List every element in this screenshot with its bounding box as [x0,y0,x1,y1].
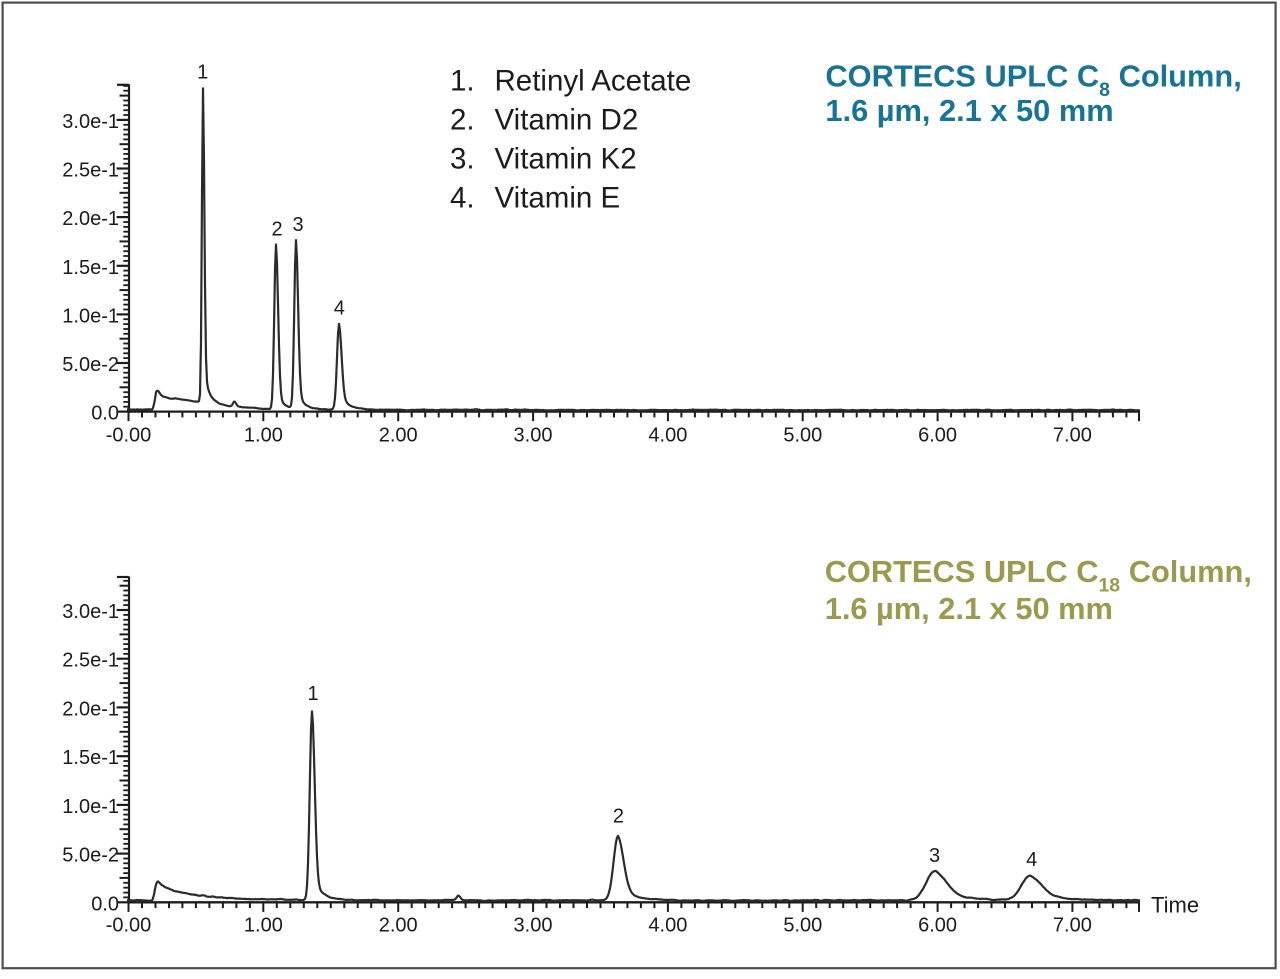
svg-text:-0.00: -0.00 [106,425,152,447]
svg-text:1.5e-1: 1.5e-1 [62,257,119,279]
svg-text:2: 2 [613,805,624,827]
svg-text:3.00: 3.00 [514,425,553,447]
svg-text:5.0e-2: 5.0e-2 [62,845,119,867]
svg-text:1.6 µm, 2.1 x 50 mm: 1.6 µm, 2.1 x 50 mm [825,93,1113,128]
svg-text:Retinyl Acetate: Retinyl Acetate [495,65,692,98]
svg-text:3: 3 [292,214,303,236]
svg-text:4: 4 [334,298,345,320]
svg-text:3.: 3. [450,143,475,176]
svg-text:2.: 2. [450,104,475,137]
svg-text:3.0e-1: 3.0e-1 [62,601,119,623]
svg-text:7.00: 7.00 [1053,425,1092,447]
svg-text:4: 4 [1026,849,1037,871]
svg-text:6.00: 6.00 [918,915,957,937]
svg-text:4.00: 4.00 [648,915,687,937]
svg-text:5.00: 5.00 [783,915,822,937]
svg-text:6.00: 6.00 [918,425,957,447]
svg-text:1.00: 1.00 [244,425,283,447]
svg-text:3.00: 3.00 [514,915,553,937]
svg-text:1.: 1. [450,65,475,98]
svg-text:2: 2 [271,218,282,240]
svg-text:0.0: 0.0 [91,893,119,915]
svg-text:1.00: 1.00 [244,915,283,937]
svg-text:1.0e-1: 1.0e-1 [62,796,119,818]
svg-text:1.5e-1: 1.5e-1 [62,747,119,769]
svg-text:2.0e-1: 2.0e-1 [62,208,119,230]
svg-text:-0.00: -0.00 [106,915,152,937]
svg-text:5.00: 5.00 [783,425,822,447]
svg-text:2.5e-1: 2.5e-1 [62,160,119,182]
svg-text:4.00: 4.00 [648,425,687,447]
svg-text:1: 1 [307,683,318,705]
svg-text:1.6 µm, 2.1 x 50 mm: 1.6 µm, 2.1 x 50 mm [825,591,1113,626]
svg-text:3.0e-1: 3.0e-1 [62,111,119,133]
svg-text:Vitamin D2: Vitamin D2 [495,104,639,137]
svg-text:4.: 4. [450,182,475,215]
svg-text:7.00: 7.00 [1053,915,1092,937]
svg-text:2.00: 2.00 [379,915,418,937]
svg-text:5.0e-2: 5.0e-2 [62,354,119,376]
svg-text:Time: Time [1151,893,1199,918]
svg-text:2.00: 2.00 [379,425,418,447]
svg-text:1.0e-1: 1.0e-1 [62,305,119,327]
svg-text:2.0e-1: 2.0e-1 [62,698,119,720]
svg-text:3: 3 [929,845,940,867]
svg-text:0.0: 0.0 [91,403,119,425]
svg-text:1: 1 [197,62,208,84]
svg-text:Vitamin E: Vitamin E [495,182,621,215]
svg-text:Vitamin K2: Vitamin K2 [495,143,637,176]
svg-text:2.5e-1: 2.5e-1 [62,650,119,672]
